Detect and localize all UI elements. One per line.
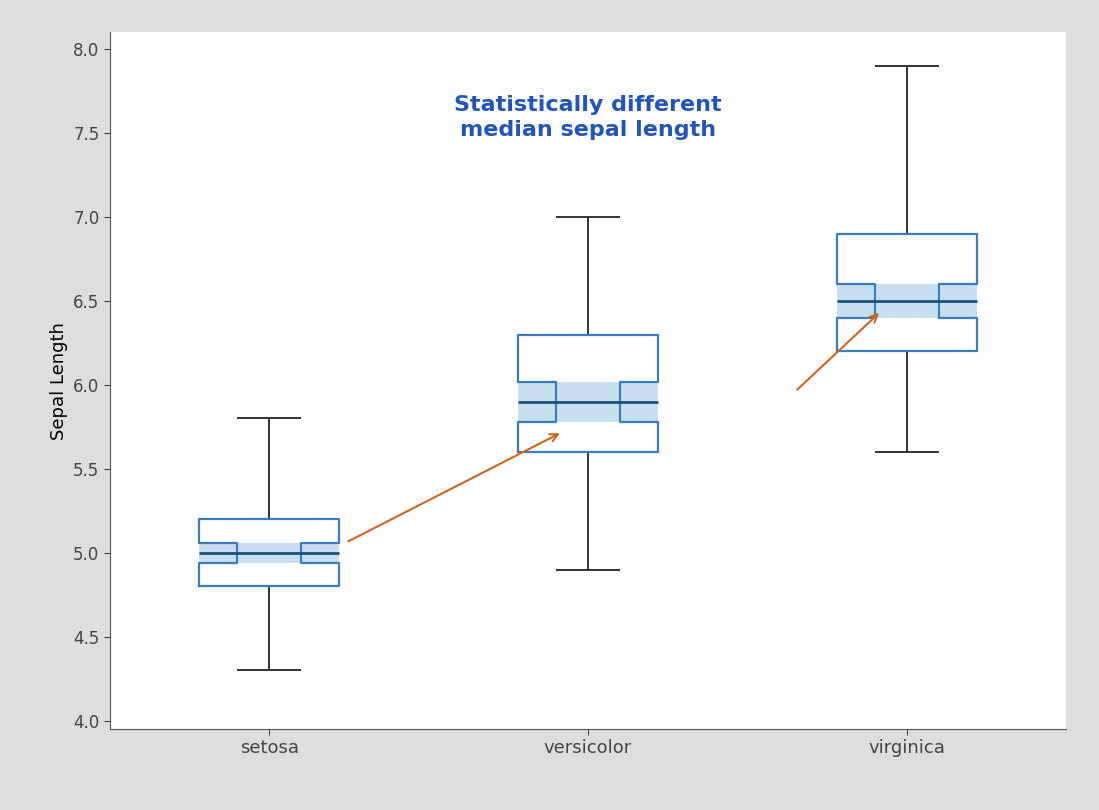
Polygon shape (199, 543, 340, 563)
Polygon shape (518, 382, 658, 422)
Polygon shape (518, 335, 658, 452)
Y-axis label: Sepal Length: Sepal Length (49, 322, 68, 440)
Polygon shape (836, 234, 977, 352)
Polygon shape (199, 519, 340, 586)
Polygon shape (836, 284, 977, 318)
Text: Statistically different
median sepal length: Statistically different median sepal len… (454, 95, 722, 140)
